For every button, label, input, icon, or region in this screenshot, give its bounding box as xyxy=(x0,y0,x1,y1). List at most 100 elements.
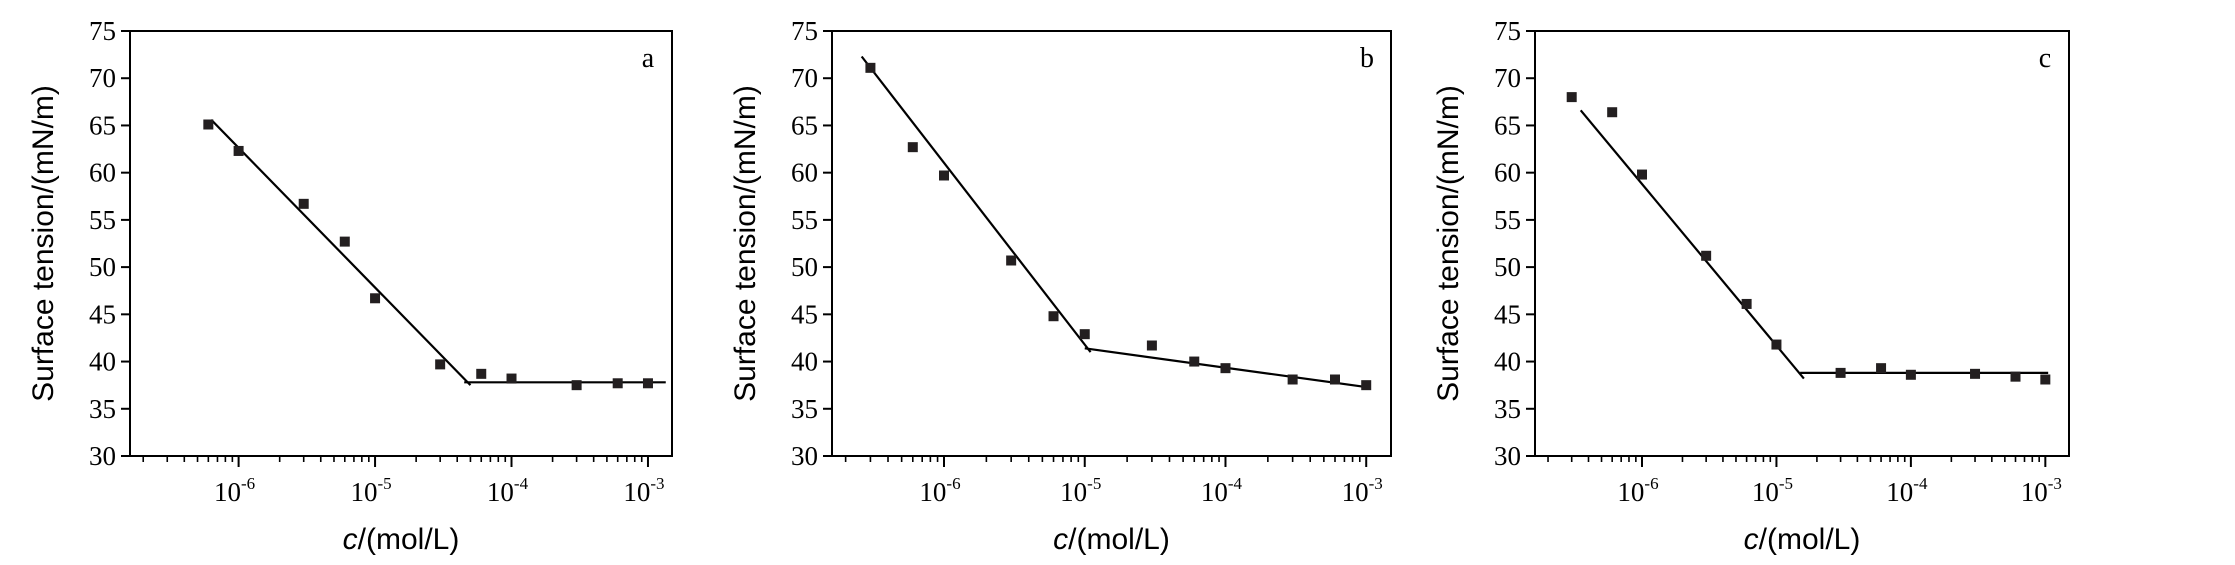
y-tick-label: 40 xyxy=(1494,347,1521,377)
x-tick-exponent: -3 xyxy=(650,474,664,493)
y-tick-label: 50 xyxy=(791,252,818,282)
x-tick-label: 10-4 xyxy=(1201,474,1243,507)
fit-line xyxy=(210,119,472,386)
x-tick-exponent: -5 xyxy=(1779,474,1793,493)
x-tick-exponent: -3 xyxy=(1369,474,1383,493)
plot-frame xyxy=(831,30,1392,457)
x-tick-base: 10 xyxy=(1060,477,1087,507)
data-point xyxy=(1771,339,1782,350)
panel-label: b xyxy=(1360,43,1374,74)
y-tick-label: 70 xyxy=(791,63,818,93)
x-tick-base: 10 xyxy=(214,477,241,507)
y-tick-label: 55 xyxy=(89,205,116,235)
data-point xyxy=(939,170,950,181)
data-point xyxy=(1048,311,1059,322)
x-tick-exponent: -5 xyxy=(377,474,391,493)
data-point xyxy=(476,368,487,379)
x-tick-exponent: -3 xyxy=(2048,474,2062,493)
data-point xyxy=(1220,363,1231,374)
x-axis-label-variable: c xyxy=(1053,523,1068,556)
y-axis-label: Surface tension/(mN/m) xyxy=(1432,85,1465,402)
x-tick-exponent: -4 xyxy=(1913,474,1928,493)
data-point xyxy=(907,142,918,153)
data-point xyxy=(1079,329,1090,340)
data-point xyxy=(1607,107,1618,118)
y-axis-label: Surface tension/(mN/m) xyxy=(729,85,762,402)
data-point xyxy=(1329,374,1340,385)
x-axis-label-variable: c xyxy=(1744,523,1759,556)
x-axis-label: c/(mol/L) xyxy=(1053,523,1170,556)
data-point xyxy=(203,119,214,130)
x-tick-exponent: -4 xyxy=(514,474,529,493)
data-point xyxy=(435,359,446,370)
data-point xyxy=(1361,380,1372,391)
y-tick-label: 75 xyxy=(89,16,116,46)
data-point xyxy=(1146,340,1157,351)
x-tick-label: 10-5 xyxy=(1752,474,1793,507)
plot-frame xyxy=(1534,30,2070,457)
data-point xyxy=(1006,255,1017,266)
data-point xyxy=(1905,369,1916,380)
panel-label: c xyxy=(2039,43,2051,74)
data-point xyxy=(1189,356,1200,367)
y-tick-label: 50 xyxy=(1494,252,1521,282)
y-tick-label: 75 xyxy=(791,16,818,46)
data-point xyxy=(233,145,244,156)
data-point xyxy=(642,378,653,389)
data-point xyxy=(1566,92,1577,103)
y-tick-label: 60 xyxy=(1494,158,1521,188)
x-tick-base: 10 xyxy=(2021,477,2048,507)
y-tick-label: 30 xyxy=(89,441,116,471)
x-tick-exponent: -6 xyxy=(241,474,255,493)
y-tick-label: 45 xyxy=(89,299,116,329)
y-tick-label: 45 xyxy=(791,299,818,329)
x-tick-label: 10-3 xyxy=(2021,474,2062,507)
x-tick-label: 10-4 xyxy=(1886,474,1928,507)
data-point xyxy=(339,236,350,247)
data-point xyxy=(506,373,517,384)
data-point xyxy=(1287,374,1298,385)
data-point xyxy=(1876,363,1887,374)
y-tick-label: 40 xyxy=(791,347,818,377)
y-tick-label: 70 xyxy=(89,63,116,93)
data-point xyxy=(865,62,876,73)
y-tick-label: 60 xyxy=(791,158,818,188)
x-tick-base: 10 xyxy=(1886,477,1913,507)
y-tick-label: 45 xyxy=(1494,299,1521,329)
x-tick-label: 10-5 xyxy=(1060,474,1101,507)
x-tick-label: 10-6 xyxy=(1617,474,1658,507)
y-tick-label: 65 xyxy=(791,110,818,140)
x-axis-label-unit: /(mol/L) xyxy=(1759,523,1861,556)
x-tick-exponent: -6 xyxy=(946,474,960,493)
data-point xyxy=(571,380,582,391)
fit-line xyxy=(1579,109,1805,380)
y-tick-label: 55 xyxy=(791,205,818,235)
plot-frame xyxy=(129,30,673,457)
x-tick-base: 10 xyxy=(623,477,650,507)
x-axis-label: c/(mol/L) xyxy=(343,523,460,556)
data-point xyxy=(1701,250,1712,261)
x-tick-exponent: -4 xyxy=(1228,474,1243,493)
x-tick-label: 10-3 xyxy=(623,474,664,507)
y-tick-label: 60 xyxy=(89,158,116,188)
y-tick-label: 70 xyxy=(1494,63,1521,93)
x-tick-exponent: -5 xyxy=(1087,474,1101,493)
data-point xyxy=(370,293,381,304)
x-axis-label-variable: c xyxy=(343,523,358,556)
x-axis-label-unit: /(mol/L) xyxy=(1068,523,1170,556)
x-tick-base: 10 xyxy=(350,477,377,507)
data-point xyxy=(298,198,309,209)
y-tick-label: 75 xyxy=(1494,16,1521,46)
y-tick-label: 30 xyxy=(1494,441,1521,471)
y-axis-label: Surface tension/(mN/m) xyxy=(27,85,60,402)
y-tick-label: 35 xyxy=(89,394,116,424)
panel-label: a xyxy=(642,43,655,74)
y-tick-label: 65 xyxy=(1494,110,1521,140)
x-tick-base: 10 xyxy=(1342,477,1369,507)
data-point xyxy=(612,378,623,389)
x-tick-label: 10-5 xyxy=(350,474,391,507)
x-tick-label: 10-6 xyxy=(919,474,960,507)
